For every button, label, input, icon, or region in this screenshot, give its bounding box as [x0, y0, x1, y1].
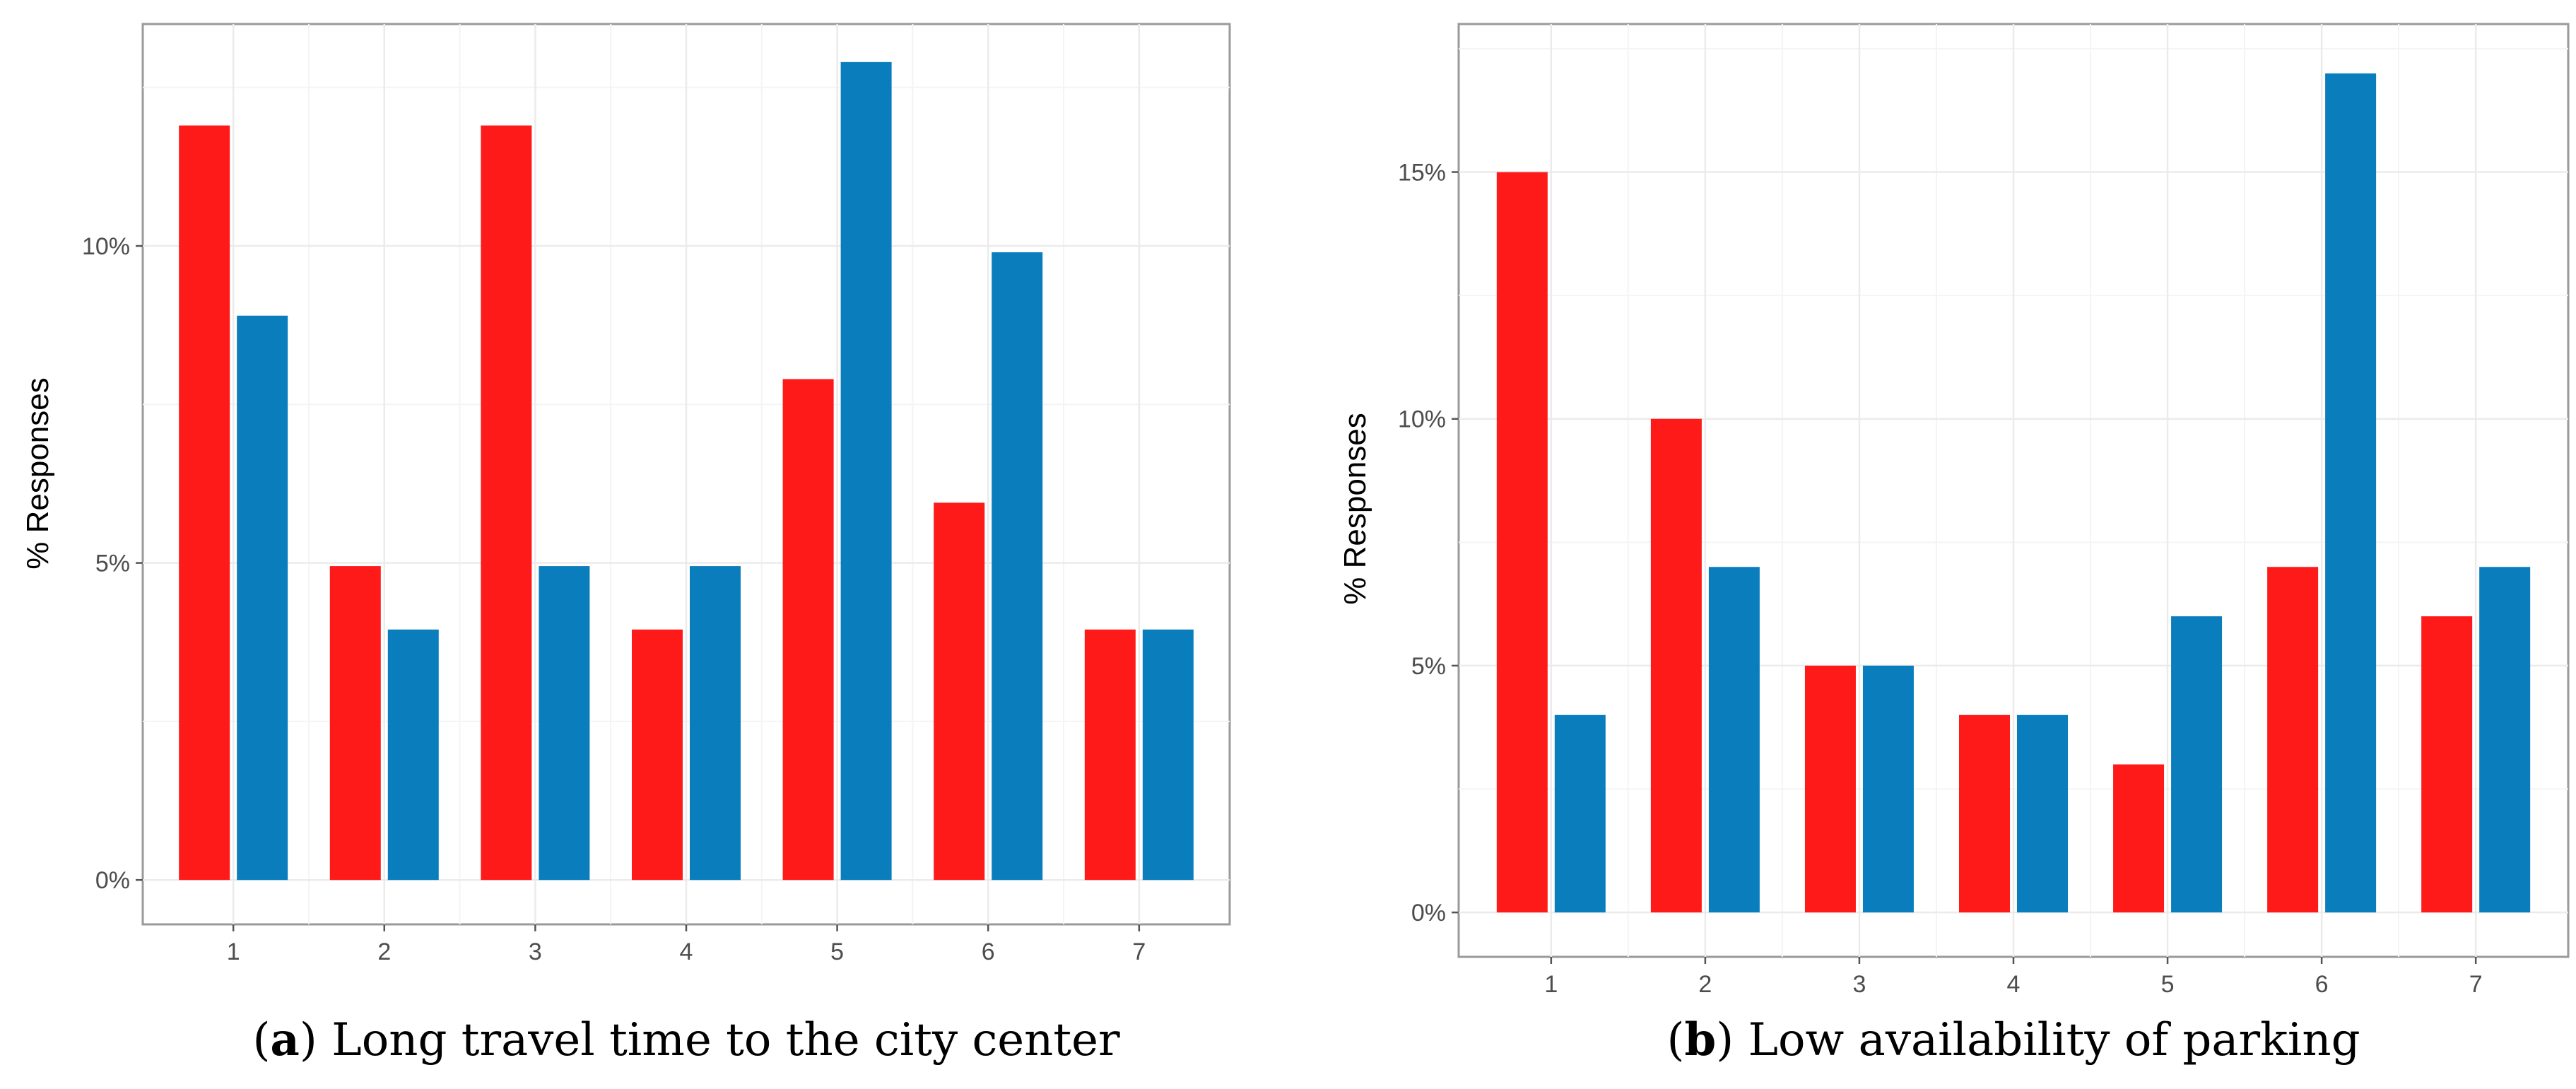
bar-blue-4 [2017, 714, 2068, 913]
x-tick-label: 1 [227, 938, 240, 965]
x-tick-label: 1 [1544, 971, 1558, 998]
panel-b-y-axis-label: % Responses [1338, 413, 1372, 604]
panel-b-x-ticks: 1 2 3 4 5 6 7 [1544, 957, 2483, 998]
bar-red-6 [2267, 567, 2319, 913]
y-tick-label: 10% [1398, 406, 1446, 433]
x-tick-label: 5 [2161, 971, 2175, 998]
bar-blue-7 [2479, 567, 2531, 913]
x-tick-label: 6 [2315, 971, 2329, 998]
panel-b-y-ticks: 0% 5% 10% 15% [1398, 160, 1459, 926]
panel-b-gridlines [1459, 24, 2568, 957]
panel-a-y-ticks: 0% 5% 10% [82, 233, 143, 894]
y-tick-label: 5% [1411, 653, 1446, 680]
bar-blue-5 [2171, 616, 2223, 913]
bar-blue-3 [539, 566, 590, 881]
bar-red-5 [782, 379, 834, 881]
bar-red-7 [2421, 616, 2473, 913]
panel-a-y-axis-label: % Responses [20, 377, 55, 569]
panel-a-bars [179, 61, 1194, 881]
bar-blue-6 [2325, 73, 2377, 913]
bar-red-3 [1804, 665, 1856, 913]
bar-red-6 [934, 502, 985, 881]
bar-red-2 [1650, 418, 1702, 913]
panel-a: 0% 5% 10% 1 2 3 4 5 6 7 % Responses (a) Long tra… [20, 23, 1231, 1066]
bar-red-5 [2113, 764, 2165, 913]
x-tick-label: 2 [1698, 971, 1712, 998]
x-tick-label: 6 [982, 938, 995, 965]
bar-blue-1 [237, 315, 288, 881]
panel-b-caption: (b) Low availability of parking [1666, 1013, 2360, 1066]
bar-blue-2 [1708, 567, 1760, 913]
bar-blue-6 [992, 252, 1043, 881]
x-tick-label: 3 [529, 938, 542, 965]
panel-b-bars [1496, 73, 2531, 913]
bar-red-2 [329, 566, 381, 881]
panel-a-caption: (a) Long travel time to the city center [252, 1013, 1120, 1066]
x-tick-label: 4 [680, 938, 693, 965]
panel-a-x-ticks: 1 2 3 4 5 6 7 [227, 924, 1146, 965]
bar-red-3 [481, 125, 532, 881]
bar-blue-3 [1862, 665, 1914, 913]
panel-b: 0% 5% 10% 15% 1 2 3 4 5 6 7 % Responses (b) Low a… [1338, 23, 2570, 1066]
bar-blue-4 [690, 566, 741, 881]
x-tick-label: 7 [1132, 938, 1146, 965]
y-tick-label: 10% [82, 233, 130, 260]
bar-red-1 [179, 125, 230, 881]
y-tick-label: 0% [95, 867, 130, 894]
y-tick-label: 0% [1411, 900, 1446, 926]
bar-red-7 [1084, 629, 1136, 881]
x-tick-label: 3 [1852, 971, 1866, 998]
bar-red-4 [632, 629, 683, 881]
bar-blue-5 [840, 61, 892, 881]
y-tick-label: 15% [1398, 160, 1446, 187]
x-tick-label: 5 [830, 938, 844, 965]
bar-red-1 [1496, 172, 1548, 913]
x-tick-label: 2 [377, 938, 391, 965]
bar-red-4 [1959, 714, 2010, 913]
x-tick-label: 4 [2007, 971, 2021, 998]
y-tick-label: 5% [95, 551, 130, 577]
x-tick-label: 7 [2469, 971, 2483, 998]
bar-blue-7 [1142, 629, 1194, 881]
bar-blue-2 [387, 629, 439, 881]
panel-a-gridlines [143, 24, 1230, 924]
bar-blue-1 [1554, 714, 1606, 913]
